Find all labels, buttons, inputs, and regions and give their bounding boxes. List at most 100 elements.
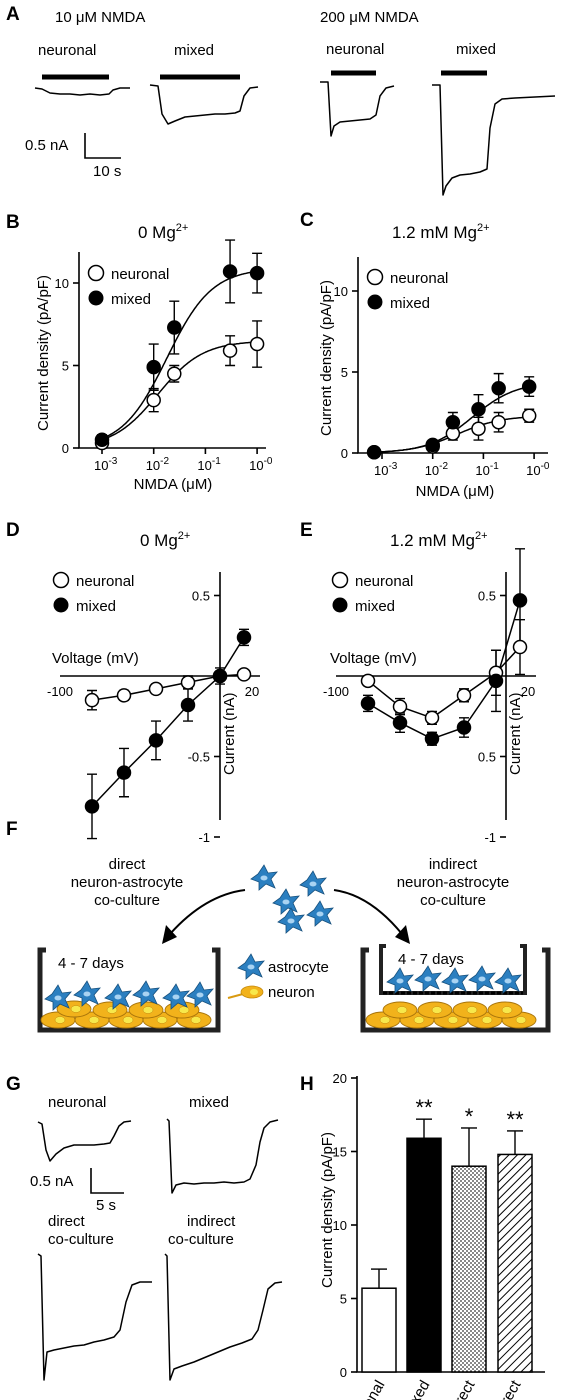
data-point-mixed	[94, 432, 110, 447]
category-label: mixed	[399, 1378, 434, 1400]
x-axis-label: Voltage (mV)	[330, 650, 417, 667]
panel-letter-c: C	[300, 210, 314, 231]
days-label-indirect: 4 - 7 days	[398, 951, 464, 968]
trace-label-direct-coculture: co-culture	[48, 1231, 114, 1248]
y-tick-label: -1	[484, 830, 496, 845]
y-tick-label: 10	[55, 276, 69, 291]
data-point-mixed	[236, 630, 252, 645]
x-tick-label: 10-1	[475, 461, 499, 478]
panel-h: H Current density (pA/pF) 0 5 10 15 20 neuron…	[300, 1071, 545, 1400]
plot-b: 0 5 10 10-3 10-2 10-1 10-0	[55, 239, 273, 473]
conc-label-200um: 200 μM NMDA	[320, 9, 419, 26]
neuron	[452, 1001, 488, 1019]
panel-d-title: 0 Mg2+	[140, 530, 190, 550]
legend: neuronal mixed	[366, 268, 448, 312]
panel-b-title: 0 Mg2+	[138, 222, 188, 242]
scale-current-label: 0.5 nA	[30, 1173, 73, 1190]
legend-marker-neuronal	[87, 264, 105, 282]
x-tick-label: 10-3	[94, 456, 118, 473]
y-tick-label: 0.5	[478, 750, 496, 765]
scale-bar: 0.5 nA 10 s	[25, 133, 121, 180]
panel-e-title: 1.2 mM Mg2+	[390, 530, 488, 550]
panel-b: B 0 Mg2+ Current density (pA/pF) NMDA (μ…	[6, 212, 273, 493]
trace-label-neuronal-10: neuronal	[38, 42, 96, 59]
direct-label-line3: co-culture	[94, 892, 160, 909]
astrocyte	[250, 864, 278, 891]
neuron-legend-label: neuron	[268, 984, 315, 1001]
astrocyte	[272, 888, 300, 915]
bar-indirect	[497, 1153, 533, 1373]
x-tick-label: 10-3	[374, 461, 398, 478]
data-point-mixed	[116, 765, 132, 780]
panel-a: A 10 μM NMDA 200 μM NMDA neuronal mixed …	[6, 4, 556, 196]
legend-marker-mixed	[53, 597, 69, 613]
x-tick-label: 10-0	[526, 461, 550, 478]
astrocyte	[494, 967, 522, 994]
bar-neuronal	[361, 1287, 397, 1373]
current-trace-g-direct	[37, 1253, 152, 1381]
scale-time-label: 10 s	[93, 163, 121, 180]
data-point-mixed	[425, 437, 440, 453]
y-axis-label: Current (nA)	[507, 692, 524, 775]
scale-current-label: 0.5 nA	[25, 137, 68, 154]
data-point-neuronal	[392, 699, 408, 714]
plot-e: -100 20 0.5 0.5 -1	[323, 548, 536, 845]
y-axis-label: Current (nA)	[221, 692, 238, 775]
indirect-label-line2: neuron-astrocyte	[397, 874, 510, 891]
x-axis-label: NMDA (μM)	[134, 476, 213, 493]
data-point-mixed	[212, 668, 228, 684]
data-point-neuronal	[84, 692, 100, 708]
y-tick-label: 5	[341, 365, 348, 380]
indirect-label-line1: indirect	[429, 856, 478, 873]
y-axis-label: Current density (pA/pF)	[35, 275, 52, 431]
data-point-neuronal	[148, 681, 164, 697]
y-tick-label: 20	[333, 1071, 347, 1086]
significance-marker: *	[465, 1104, 474, 1129]
astrocyte	[414, 965, 442, 992]
data-point-neuronal	[521, 408, 537, 423]
direct-culture-dish: 4 - 7 days	[37, 947, 221, 1033]
panel-letter-b: B	[6, 212, 20, 233]
y-tick-label: -0.5	[188, 750, 210, 765]
x-tick-label: 10-2	[425, 461, 449, 478]
y-tick-label: 15	[333, 1145, 347, 1160]
panel-letter-a: A	[6, 4, 20, 25]
arrow-head-right	[395, 925, 410, 944]
y-tick-label: 5	[340, 1292, 347, 1307]
bar-direct	[451, 1165, 487, 1373]
plot-h: 0 5 10 15 20 neuronal ** mixed * direct ** indirect	[333, 1071, 545, 1400]
legend-label-mixed: mixed	[76, 598, 116, 615]
current-trace-a-mixed-200	[432, 84, 556, 196]
y-tick-label: 0.5	[192, 589, 210, 604]
data-point-mixed	[488, 673, 504, 689]
y-tick-label: 0	[341, 446, 348, 461]
series-line-mixed	[91, 637, 245, 807]
data-point-neuronal	[167, 366, 182, 381]
legend: neuronal mixed	[87, 264, 169, 308]
data-point-mixed	[148, 733, 164, 748]
y-tick-label: 0	[62, 441, 69, 456]
panel-g: G neuronal mixed direct co-culture indir…	[6, 1074, 283, 1381]
neuron-legend-icon	[227, 985, 264, 999]
data-point-neuronal	[180, 675, 196, 690]
current-trace-g-neuronal	[37, 1120, 132, 1162]
trace-label-indirect-coculture: co-culture	[168, 1231, 234, 1248]
legend: neuronal mixed	[52, 571, 134, 615]
panel-letter-d: D	[6, 520, 20, 541]
scale-bar: 0.5 nA 5 s	[30, 1168, 124, 1214]
y-tick-label: 5	[62, 359, 69, 374]
neuron	[382, 1001, 418, 1019]
y-tick-label: 10	[333, 1218, 347, 1233]
legend-marker-mixed	[88, 290, 104, 306]
data-point-mixed	[512, 593, 528, 608]
y-axis-label: Current density (pA/pF)	[318, 280, 335, 436]
astrocyte-legend-icon	[237, 953, 265, 980]
current-trace-g-mixed	[166, 1118, 279, 1194]
y-tick-label: 0	[340, 1365, 347, 1380]
panel-letter-h: H	[300, 1074, 314, 1095]
panel-letter-e: E	[300, 520, 313, 541]
legend-label-mixed: mixed	[111, 291, 151, 308]
trace-label-mixed-200: mixed	[456, 41, 496, 58]
legend-label-neuronal: neuronal	[76, 573, 134, 590]
